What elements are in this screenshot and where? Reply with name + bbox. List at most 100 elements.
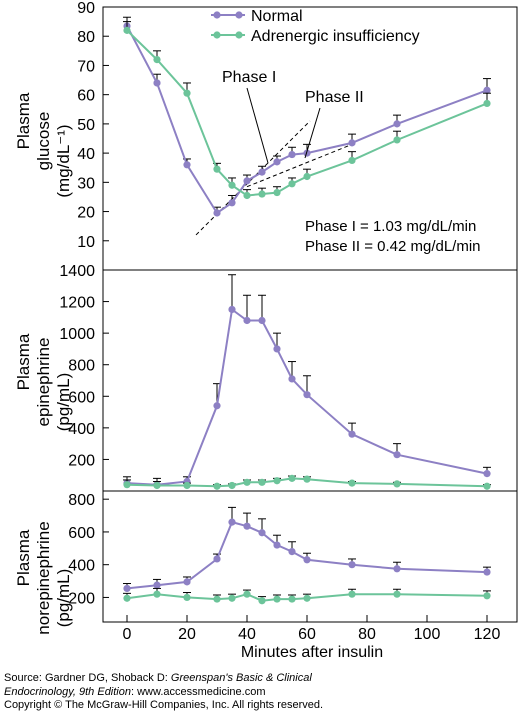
source-line-1: Source: Gardner DG, Shoback D: Greenspan…	[4, 672, 514, 686]
data-point	[258, 529, 266, 537]
data-point	[258, 168, 266, 176]
data-point	[183, 481, 191, 490]
y-axis-label-line: glucose	[34, 112, 53, 171]
data-point	[213, 165, 221, 173]
data-point	[483, 568, 491, 576]
legend: Normal Adrenergic insufficiency	[211, 8, 420, 45]
series-line	[126, 25, 488, 215]
data-point	[213, 555, 221, 563]
data-point	[243, 590, 251, 598]
y-tick-label: 600	[68, 389, 95, 406]
data-point	[393, 136, 401, 144]
y-tick-label: 1200	[59, 295, 95, 312]
y-tick-label: 600	[68, 525, 95, 542]
x-tick-label: 80	[358, 626, 376, 643]
data-point	[153, 56, 161, 64]
phase1-pointer	[246, 87, 269, 164]
data-point	[348, 479, 356, 487]
data-point	[393, 480, 401, 488]
series-normal	[123, 506, 491, 593]
data-point	[243, 177, 251, 185]
data-point	[183, 593, 191, 602]
data-point	[213, 595, 221, 603]
data-point	[243, 316, 251, 325]
source-website: : www.accessmedicine.com	[131, 685, 266, 698]
phase2-pointer	[304, 107, 321, 159]
data-point	[483, 470, 491, 478]
y-tick-label: 20	[77, 205, 95, 222]
y-axis-label-line: (pg/mL)	[54, 569, 73, 628]
data-point	[273, 188, 281, 197]
source-line-2: Endocrinology, 9th Edition: www.accessme…	[4, 686, 514, 700]
data-point	[258, 190, 266, 198]
data-point	[123, 26, 131, 34]
data-point	[303, 391, 311, 399]
data-point	[243, 191, 251, 200]
plot-frame	[102, 6, 518, 623]
series-adrenergic-insufficiency	[123, 21, 491, 200]
data-point	[273, 345, 281, 353]
legend-swatch-marker	[213, 31, 221, 39]
x-tick-label: 0	[123, 626, 132, 643]
y-tick-label: 80	[77, 29, 95, 46]
x-axis: 0 20 40 60 80 100 120 Minutes after insulin	[123, 615, 500, 660]
data-point	[183, 89, 191, 97]
y-axis-label-line: epinephrine	[34, 338, 53, 427]
data-point	[153, 581, 161, 589]
y-tick-label: 70	[77, 58, 95, 75]
data-point	[393, 451, 401, 459]
data-point	[303, 149, 311, 157]
data-point	[183, 161, 191, 169]
legend-swatch-marker	[235, 31, 243, 39]
data-point	[258, 316, 266, 325]
data-point	[213, 209, 221, 217]
data-point	[483, 99, 491, 108]
y-axis-label-line: Plasma	[14, 333, 33, 390]
data-point	[393, 590, 401, 598]
data-point	[123, 481, 131, 489]
y-tick-label: 10	[77, 234, 95, 251]
legend-swatch-marker	[213, 11, 221, 19]
copyright-line: Copyright © The McGraw-Hill Companies, I…	[4, 699, 324, 711]
y-tick-label: 1000	[59, 326, 95, 343]
legend-label: Adrenergic insufficiency	[251, 28, 420, 45]
panel-3: 200 400 600 800 Plasma norepinephrine (pg/mL)	[14, 492, 491, 635]
data-point	[123, 594, 131, 602]
data-point	[153, 481, 161, 490]
y-tick-label: 1400	[59, 263, 95, 280]
y-tick-label: 200	[68, 590, 95, 607]
data-point	[153, 590, 161, 598]
phase2-label: Phase II	[305, 89, 364, 106]
y-axis-label-line: (mg/dL⁻¹)	[54, 124, 73, 197]
data-point	[123, 584, 131, 593]
x-tick-label: 60	[298, 626, 316, 643]
data-point	[303, 475, 311, 483]
panel-1: 10 20 30 40 50 60 70 80 90 Plasma glucose (mg/dL⁻¹)…	[14, 0, 491, 255]
x-tick-label: 100	[414, 626, 441, 643]
x-axis-label: Minutes after insulin	[241, 644, 383, 660]
data-point	[243, 522, 251, 530]
data-point	[288, 180, 296, 188]
x-tick-label: 40	[238, 626, 256, 643]
data-point	[228, 305, 236, 314]
data-point	[258, 478, 266, 486]
data-point	[288, 547, 296, 556]
y-tick-label: 200	[68, 452, 95, 469]
panel-2: 200 400 600 800 1000 1200 1400 Plasma epinephrin…	[14, 263, 491, 490]
y-axis-label-line: norepinephrine	[34, 521, 53, 634]
data-point	[228, 199, 236, 207]
series-normal	[123, 16, 491, 217]
data-point	[153, 79, 161, 87]
phase1-label: Phase I	[222, 69, 276, 86]
data-point	[288, 474, 296, 482]
data-point	[288, 375, 296, 383]
series-normal	[123, 274, 491, 489]
data-point	[483, 592, 491, 600]
data-point	[483, 86, 491, 94]
x-tick-label: 20	[178, 626, 196, 643]
data-point	[303, 556, 311, 564]
data-point	[183, 578, 191, 586]
y-tick-label: 40	[77, 146, 95, 163]
legend-label: Normal	[251, 8, 303, 25]
phase1-rate: Phase I = 1.03 mg/dL/min	[305, 218, 476, 235]
